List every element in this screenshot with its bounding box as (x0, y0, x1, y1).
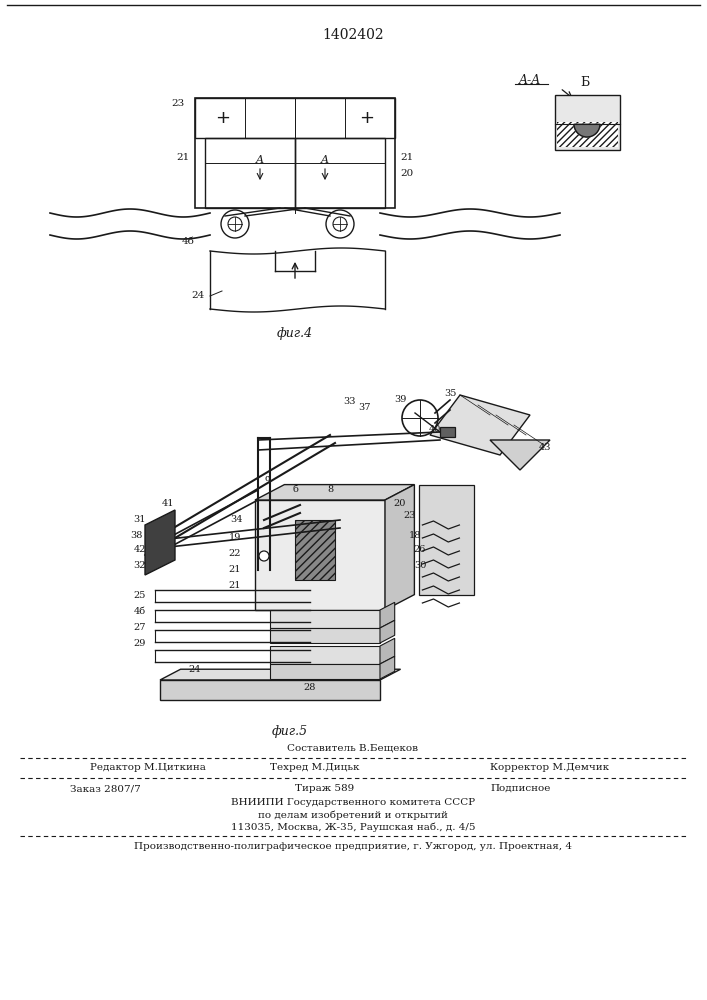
Text: 23: 23 (404, 510, 416, 520)
Polygon shape (380, 620, 395, 643)
Text: 39: 39 (394, 395, 407, 404)
Polygon shape (490, 440, 550, 470)
Text: 41: 41 (162, 498, 174, 508)
Text: 19: 19 (229, 532, 241, 542)
Text: ВНИИПИ Государственного комитета СССР: ВНИИПИ Государственного комитета СССР (231, 798, 475, 807)
Text: Заказ 2807/7: Заказ 2807/7 (70, 784, 141, 793)
Text: 26: 26 (414, 546, 426, 554)
Text: 33: 33 (344, 397, 356, 406)
Bar (295, 520, 335, 580)
Polygon shape (270, 628, 380, 643)
Text: 22: 22 (229, 548, 241, 558)
Text: фиг.4: фиг.4 (277, 327, 313, 340)
Text: 18: 18 (409, 530, 421, 540)
Bar (195, 98, 395, 208)
Text: 29: 29 (134, 640, 146, 648)
Text: б: б (292, 486, 298, 494)
Polygon shape (270, 610, 380, 628)
Polygon shape (270, 664, 380, 679)
Text: 4б: 4б (182, 236, 195, 245)
Bar (557, 122, 618, 147)
Text: 28: 28 (304, 684, 316, 692)
Text: 43: 43 (539, 442, 551, 452)
Polygon shape (270, 646, 380, 664)
Polygon shape (440, 427, 455, 437)
Polygon shape (255, 500, 385, 610)
Text: 42: 42 (134, 546, 146, 554)
Bar (205, 138, 295, 208)
Text: +: + (216, 109, 230, 127)
Text: 21: 21 (229, 580, 241, 589)
Text: 1402402: 1402402 (322, 28, 384, 42)
Text: 24: 24 (192, 292, 205, 300)
Text: 20: 20 (400, 168, 414, 178)
Polygon shape (380, 656, 395, 679)
Bar (295, 138, 385, 208)
Text: 8: 8 (327, 486, 333, 494)
Text: 24: 24 (189, 666, 201, 674)
Text: 40: 40 (429, 426, 441, 434)
Text: Техред М.Дицьк: Техред М.Дицьк (270, 763, 359, 772)
Text: Б: Б (580, 76, 589, 89)
Polygon shape (380, 638, 395, 664)
Text: 37: 37 (358, 403, 371, 412)
Text: Составитель В.Бещеков: Составитель В.Бещеков (288, 743, 419, 752)
Text: 27: 27 (134, 624, 146, 633)
Text: по делам изобретений и открытий: по делам изобретений и открытий (258, 810, 448, 820)
Text: 4б: 4б (134, 607, 146, 616)
Polygon shape (385, 485, 414, 610)
Polygon shape (430, 395, 530, 455)
Polygon shape (380, 602, 395, 628)
Text: фиг.5: фиг.5 (272, 725, 308, 738)
Text: 21: 21 (400, 153, 414, 162)
Text: 35: 35 (444, 389, 456, 398)
Text: 21: 21 (177, 153, 190, 162)
Text: Корректор М.Демчик: Корректор М.Демчик (490, 763, 609, 772)
Text: 113035, Москва, Ж-35, Раушская наб., д. 4/5: 113035, Москва, Ж-35, Раушская наб., д. … (230, 822, 475, 832)
Text: Тираж 589: Тираж 589 (295, 784, 354, 793)
Polygon shape (160, 680, 380, 700)
Text: 23: 23 (172, 99, 185, 107)
Text: 38: 38 (130, 530, 142, 540)
Text: Подписное: Подписное (490, 784, 550, 793)
Bar (195, 98, 395, 138)
Wedge shape (574, 124, 600, 137)
Text: 32: 32 (134, 560, 146, 570)
Text: 31: 31 (134, 516, 146, 524)
Polygon shape (160, 669, 401, 680)
Text: 20: 20 (394, 498, 407, 508)
Text: A-A: A-A (519, 74, 541, 87)
Text: +: + (359, 109, 375, 127)
Polygon shape (419, 485, 474, 595)
Text: Производственно-полиграфическое предприятие, г. Ужгород, ул. Проектная, 4: Производственно-полиграфическое предприя… (134, 842, 572, 851)
Text: A: A (256, 155, 264, 165)
Polygon shape (255, 485, 414, 500)
Text: α: α (264, 474, 271, 483)
Bar (555, 95, 620, 150)
Text: 30: 30 (414, 560, 426, 570)
Circle shape (259, 551, 269, 561)
Text: 34: 34 (230, 516, 243, 524)
Text: Редактор М.Циткина: Редактор М.Циткина (90, 763, 206, 772)
Polygon shape (145, 510, 175, 575)
Text: A: A (321, 155, 329, 165)
Text: 25: 25 (134, 590, 146, 599)
Text: 21: 21 (229, 564, 241, 574)
